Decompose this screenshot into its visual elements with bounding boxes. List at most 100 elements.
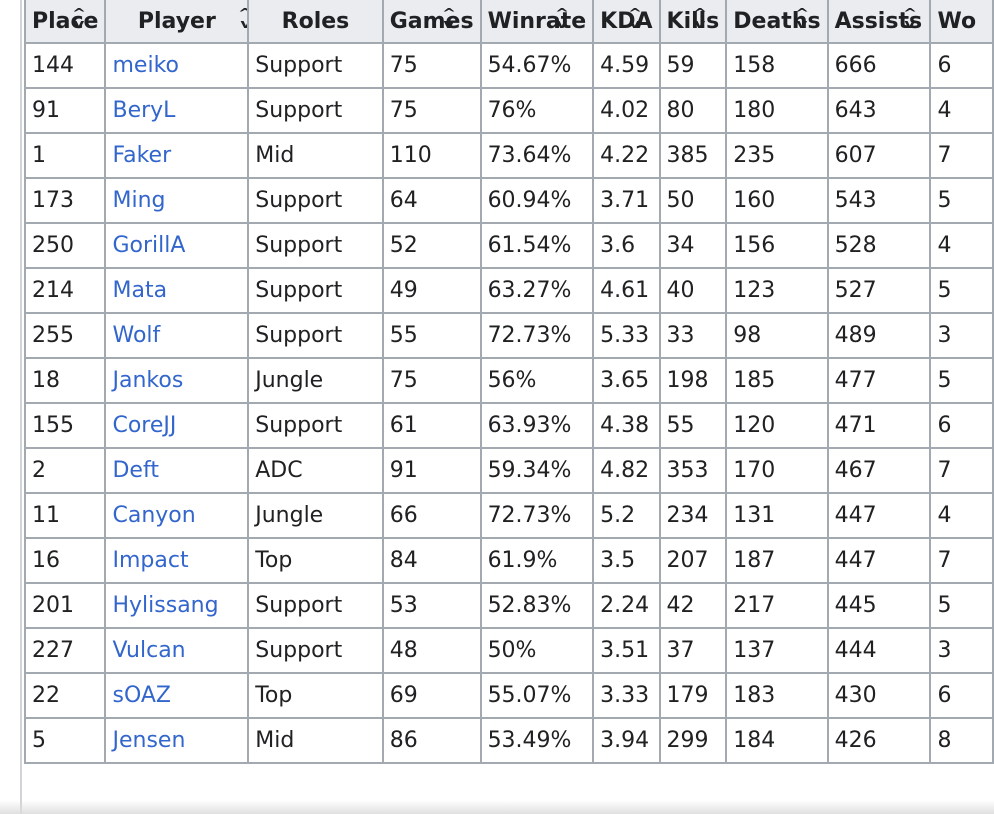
role-cell: Support <box>247 87 384 134</box>
kills-cell: 198 <box>658 357 728 404</box>
wo-cell: 3 <box>929 627 994 674</box>
kda-cell: 5.33 <box>592 312 661 359</box>
kills-cell: 42 <box>658 582 728 629</box>
games-cell: 84 <box>381 537 482 584</box>
role-cell: Support <box>247 402 384 449</box>
games-cell: 91 <box>381 447 482 494</box>
player-link[interactable]: Canyon <box>104 492 250 539</box>
table-row: 18 Jankos Jungle 75 56% 3.65 198 185 477 5 <box>23 357 994 404</box>
column-header-games[interactable]: Games ^ v <box>381 0 482 44</box>
kills-cell: 40 <box>658 267 728 314</box>
kda-cell: 3.6 <box>592 222 661 269</box>
column-header-place[interactable]: Place ^ v <box>23 0 107 44</box>
player-link[interactable]: Hylissang <box>104 582 250 629</box>
player-link[interactable]: GorillA <box>104 222 250 269</box>
table-row: 255 Wolf Support 55 72.73% 5.33 33 98 489 3 <box>23 312 994 359</box>
kda-cell: 4.02 <box>592 87 661 134</box>
table-body: 144 meiko Support 75 54.67% 4.59 59 158 666 6 91 Be… <box>23 42 994 764</box>
sort-arrows-icon[interactable]: ^v <box>692 6 707 31</box>
column-header-deaths[interactable]: Deaths ^ v <box>725 0 829 44</box>
place-cell: 91 <box>23 87 107 134</box>
role-cell: Support <box>247 627 384 674</box>
wo-cell: 5 <box>929 267 994 314</box>
winrate-cell: 50% <box>479 627 595 674</box>
column-header-assists[interactable]: Assists ^ v <box>826 0 932 44</box>
column-header-player[interactable]: Player ^v <box>104 0 250 44</box>
kda-cell: 4.22 <box>592 132 661 179</box>
place-cell: 1 <box>23 132 107 179</box>
kda-cell: 4.61 <box>592 267 661 314</box>
place-cell: 250 <box>23 222 107 269</box>
deaths-cell: 156 <box>725 222 829 269</box>
sort-arrows-icon[interactable]: ^v <box>628 6 643 31</box>
winrate-cell: 76% <box>479 87 595 134</box>
table-row: 227 Vulcan Support 48 50% 3.51 37 137 444 3 <box>23 627 994 674</box>
header-label: Games <box>389 8 474 34</box>
deaths-cell: 187 <box>725 537 829 584</box>
player-link[interactable]: Wolf <box>104 312 250 359</box>
header-label: Player <box>137 8 216 34</box>
player-link[interactable]: Jankos <box>104 357 250 404</box>
player-link[interactable]: Ming <box>104 177 250 224</box>
assists-cell: 447 <box>826 492 932 539</box>
wo-cell: 3 <box>929 312 994 359</box>
wo-cell: 4 <box>929 87 994 134</box>
sort-arrows-icon[interactable]: ^v <box>441 6 456 31</box>
wo-cell: 5 <box>929 177 994 224</box>
role-cell: ADC <box>247 447 384 494</box>
player-link[interactable]: Mata <box>104 267 250 314</box>
kills-cell: 385 <box>658 132 728 179</box>
horizontal-scrollbar[interactable] <box>0 800 994 814</box>
sort-arrows-icon[interactable]: ^v <box>902 6 917 31</box>
sort-arrows-icon[interactable]: ^v <box>238 7 246 30</box>
kda-cell: 4.82 <box>592 447 661 494</box>
player-link[interactable]: BeryL <box>104 87 250 134</box>
winrate-cell: 54.67% <box>479 42 595 89</box>
player-link[interactable]: meiko <box>104 42 250 89</box>
sort-arrows-icon[interactable]: ^v <box>795 6 810 31</box>
games-cell: 55 <box>381 312 482 359</box>
sort-arrows-icon[interactable]: ^v <box>554 6 569 31</box>
kills-cell: 234 <box>658 492 728 539</box>
winrate-cell: 59.34% <box>479 447 595 494</box>
games-cell: 75 <box>381 357 482 404</box>
kda-cell: 4.59 <box>592 42 661 89</box>
header-label: Assists <box>834 8 923 34</box>
table-row: 250 GorillA Support 52 61.54% 3.6 34 156 528 4 <box>23 222 994 269</box>
player-link[interactable]: Impact <box>104 537 250 584</box>
deaths-cell: 217 <box>725 582 829 629</box>
sort-arrows-icon[interactable]: ^v <box>71 6 87 31</box>
column-header-winrate[interactable]: Winrate ^ v <box>479 0 595 44</box>
role-cell: Support <box>247 582 384 629</box>
deaths-cell: 120 <box>725 402 829 449</box>
role-cell: Mid <box>247 132 384 179</box>
column-header-roles[interactable]: Roles ^v <box>247 0 384 44</box>
player-link[interactable]: Jensen <box>104 717 250 764</box>
header-row: Place ^v Player ^v Roles ^v Games ^v Win… <box>23 0 994 44</box>
player-link[interactable]: Faker <box>104 132 250 179</box>
role-cell: Support <box>247 177 384 224</box>
player-link[interactable]: CoreJJ <box>104 402 250 449</box>
column-header-kda[interactable]: KDA ^ v <box>592 0 661 44</box>
player-link[interactable]: Vulcan <box>104 627 250 674</box>
assists-cell: 445 <box>826 582 932 629</box>
table-row: 91 BeryL Support 75 76% 4.02 80 180 643 4 <box>23 87 994 134</box>
winrate-cell: 52.83% <box>479 582 595 629</box>
wo-cell: 8 <box>929 717 994 764</box>
assists-cell: 543 <box>826 177 932 224</box>
games-cell: 52 <box>381 222 482 269</box>
table-row: 1 Faker Mid 110 73.64% 4.22 385 235 607 7 <box>23 132 994 179</box>
role-cell: Jungle <box>247 357 384 404</box>
kills-cell: 353 <box>658 447 728 494</box>
player-link[interactable]: sOAZ <box>104 672 250 719</box>
place-cell: 16 <box>23 537 107 584</box>
assists-cell: 426 <box>826 717 932 764</box>
column-header-kills[interactable]: Kills ^ v <box>658 0 728 44</box>
player-link[interactable]: Deft <box>104 447 250 494</box>
column-header-wo[interactable]: Wo <box>929 0 994 44</box>
place-cell: 214 <box>23 267 107 314</box>
assists-cell: 444 <box>826 627 932 674</box>
winrate-cell: 53.49% <box>479 717 595 764</box>
assists-cell: 467 <box>826 447 932 494</box>
assists-cell: 607 <box>826 132 932 179</box>
